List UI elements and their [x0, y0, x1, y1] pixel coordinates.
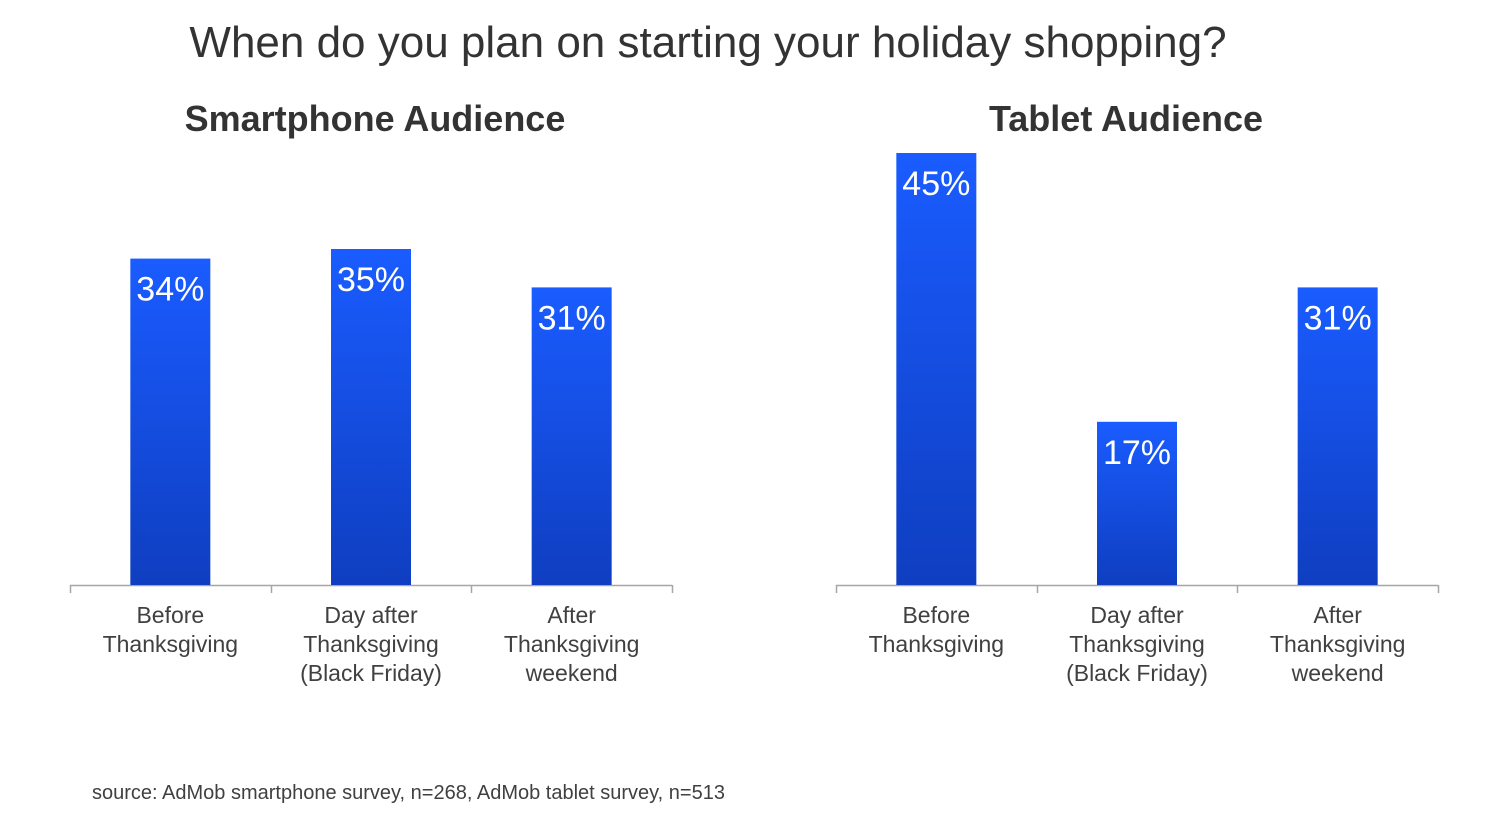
source-note: source: AdMob smartphone survey, n=268, …: [92, 782, 725, 804]
smartphone-data-label: 31%: [538, 299, 606, 337]
chart-title-tablet: Tablet Audience: [988, 98, 1264, 139]
chart-smartphone: 34% Before Thanksgiving 35% Day after Thanksg…: [69, 249, 674, 686]
smartphone-category-label: Day after Thanksgiving (Black Friday): [300, 602, 442, 686]
tablet-bar: [896, 153, 977, 585]
tablet-category-label: After Thanksgiving weekend: [1270, 602, 1406, 686]
chart-tablet: 45% Before Thanksgiving 17% Day after Thanksg…: [835, 153, 1440, 686]
tablet-data-label: 31%: [1304, 299, 1372, 337]
smartphone-bar: [531, 287, 612, 585]
page-title: When do you plan on starting your holida…: [189, 18, 1227, 67]
smartphone-bar: [130, 258, 211, 585]
smartphone-data-label: 34%: [136, 271, 204, 309]
smartphone-data-label: 35%: [337, 261, 405, 299]
tablet-bar: [1297, 287, 1378, 585]
tablet-data-label: 45%: [902, 165, 970, 203]
smartphone-category-label: After Thanksgiving weekend: [504, 602, 640, 686]
tablet-bar: [1097, 421, 1177, 585]
smartphone-category-label: Before Thanksgiving: [103, 602, 239, 657]
tablet-data-label: 17%: [1103, 434, 1171, 472]
tablet-category-label: Day after Thanksgiving (Black Friday): [1066, 602, 1208, 686]
chart-title-smartphone: Smartphone Audience: [184, 98, 566, 139]
smartphone-bar: [331, 249, 411, 585]
tablet-category-label: Before Thanksgiving: [869, 602, 1005, 657]
